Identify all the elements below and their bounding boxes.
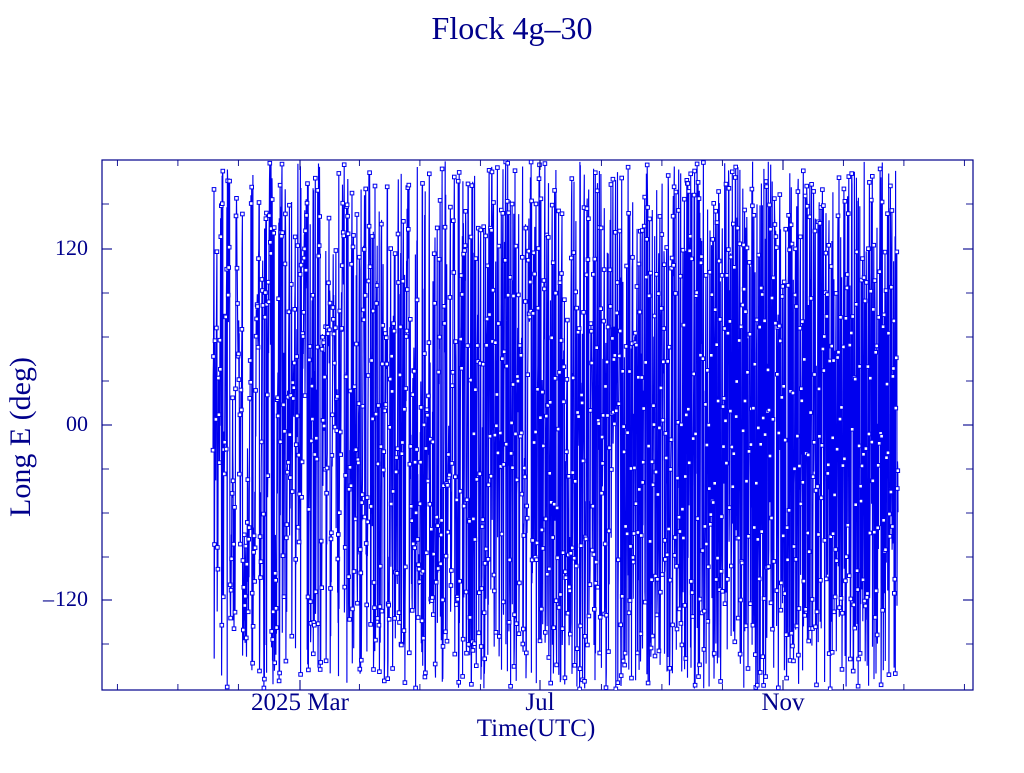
svg-text:Nov: Nov [761, 689, 805, 716]
svg-text:–120: –120 [42, 586, 88, 611]
svg-text:120: 120 [55, 235, 88, 260]
svg-text:Jul: Jul [525, 689, 554, 716]
svg-text:2025 Mar: 2025 Mar [251, 689, 350, 716]
svg-text:Time(UTC): Time(UTC) [477, 715, 596, 742]
svg-text:00: 00 [66, 411, 88, 436]
svg-text:Long E (deg): Long E (deg) [4, 357, 37, 517]
svg-text:Flock 4g–30: Flock 4g–30 [432, 10, 593, 46]
